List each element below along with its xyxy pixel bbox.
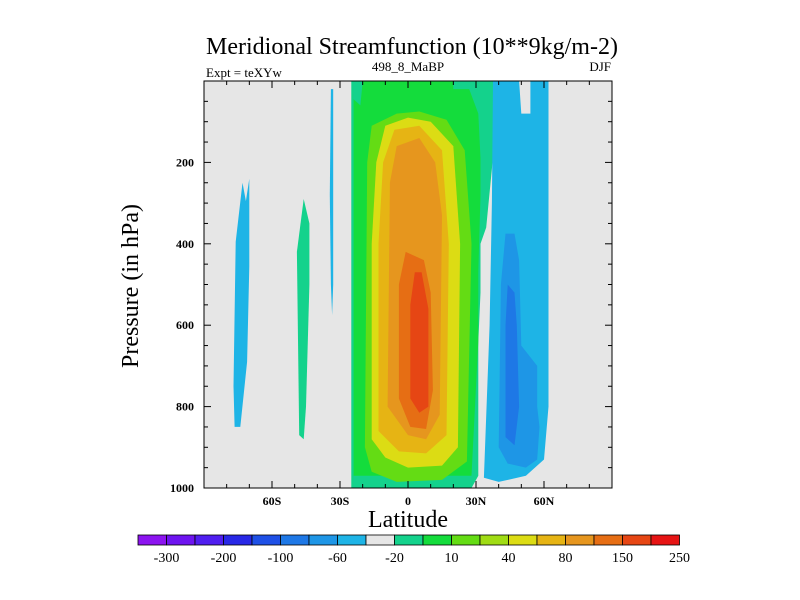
x-tick-label: 60N <box>534 494 555 508</box>
colorbar-box <box>251 534 281 546</box>
colorbar-box <box>365 534 395 546</box>
x-tick-label: 60S <box>263 494 282 508</box>
colorbar-box <box>166 534 196 546</box>
colorbar-label: -200 <box>211 551 237 566</box>
colorbar-box <box>422 534 452 546</box>
colorbar-box <box>479 534 509 546</box>
colorbar-label: 10 <box>445 551 459 566</box>
x-tick-label: 0 <box>405 494 411 508</box>
experiment-label: Expt = teXYw <box>206 65 283 80</box>
contour-tropical-cell-500 <box>410 272 429 413</box>
x-tick-label: 30S <box>331 494 350 508</box>
season-label: DJF <box>589 59 611 74</box>
colorbar-label: 80 <box>559 551 573 566</box>
colorbar-box <box>337 534 367 546</box>
colorbar-box <box>565 534 595 546</box>
colorbar-box <box>593 534 623 546</box>
y-axis-label: Pressure (in hPa) <box>118 204 144 368</box>
colorbar-label: -300 <box>154 551 180 566</box>
colorbar-box <box>451 534 481 546</box>
colorbar-label: 150 <box>612 551 633 566</box>
colorbar: -300 -200 -100 -60 -20 10 40 80 150 250 <box>137 534 690 566</box>
x-tick-label: 30N <box>466 494 487 508</box>
colorbar-box <box>508 534 538 546</box>
contour-sh-midlat-cell-negative <box>233 178 250 427</box>
colorbar-box <box>137 534 167 546</box>
axes: 60S 30S 0 30N 60N 200 400 600 800 1000 <box>170 80 613 508</box>
colorbar-box <box>650 534 680 546</box>
colorbar-box <box>308 534 338 546</box>
colorbar-label: 250 <box>669 551 690 566</box>
contour-nh-negative-cell-40 <box>505 284 520 446</box>
colorbar-box <box>536 534 566 546</box>
colorbar-box <box>622 534 652 546</box>
colorbar-box <box>280 534 310 546</box>
y-tick-label: 400 <box>176 237 194 251</box>
colorbar-label: 40 <box>502 551 516 566</box>
plot-area <box>204 81 612 488</box>
contour-sh-positive-cell <box>296 199 310 440</box>
y-tick-label: 800 <box>176 400 194 414</box>
colorbar-box <box>194 534 224 546</box>
y-tick-label: 200 <box>176 155 194 169</box>
colorbar-label: -100 <box>268 551 294 566</box>
colorbar-box <box>394 534 424 546</box>
contour-sh-thin-negative <box>329 89 334 315</box>
colorbar-label: -60 <box>328 551 347 566</box>
x-axis-label: Latitude <box>368 507 448 533</box>
chart-title: Meridional Streamfunction (10**9kg/m-2) <box>206 34 618 60</box>
y-tick-label: 1000 <box>170 481 194 495</box>
colorbar-box <box>223 534 253 546</box>
colorbar-label: -20 <box>385 551 404 566</box>
run-label: 498_8_MaBP <box>372 59 444 74</box>
y-tick-label: 600 <box>176 318 194 332</box>
